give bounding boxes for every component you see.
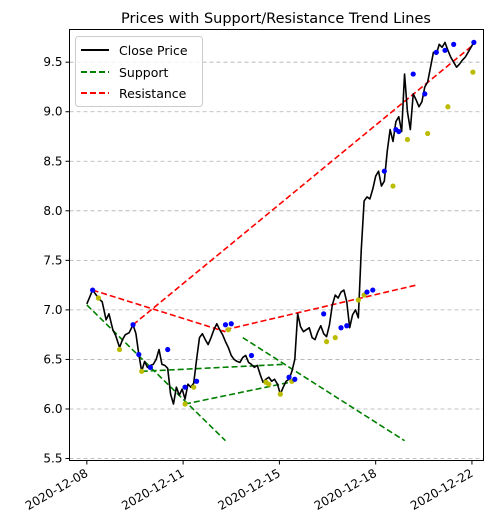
peak-marker — [292, 376, 298, 382]
peak-marker — [130, 322, 136, 328]
peak-marker — [442, 47, 448, 53]
close-price-series — [86, 41, 475, 405]
legend-resistance-label: Resistance — [119, 86, 187, 101]
y-tick-label: 6.5 — [43, 352, 62, 366]
support-trend-line — [86, 304, 227, 442]
resistance-trend-line — [92, 289, 226, 333]
x-tick-label: 2020-12-15 — [215, 466, 282, 513]
trough-marker — [277, 391, 283, 397]
x-tick-label: 2020-12-08 — [23, 466, 90, 513]
legend-box — [75, 36, 203, 107]
peak-marker — [286, 374, 292, 380]
peak-marker — [182, 384, 188, 390]
legend-support-label: Support — [119, 65, 169, 80]
trough-marker — [332, 335, 338, 341]
y-tick-label: 5.5 — [43, 452, 62, 466]
peak-marker — [136, 351, 142, 358]
trough-marker — [225, 327, 231, 333]
trend-lines — [86, 43, 475, 442]
peak-marker — [364, 289, 370, 295]
trough-marker — [116, 346, 123, 353]
trough-marker — [355, 297, 361, 303]
support-trend-line — [141, 363, 284, 373]
y-tick-label: 8.0 — [43, 204, 62, 218]
trough-marker — [266, 381, 272, 387]
peak-marker — [228, 321, 234, 327]
y-tick-label: 9.5 — [43, 55, 62, 69]
y-tick-label: 8.5 — [43, 154, 62, 168]
peak-marker — [147, 364, 153, 370]
peak-marker — [410, 71, 416, 77]
y-gridlines — [69, 61, 484, 459]
resistance-trend-line — [225, 284, 417, 331]
support-trend-line — [242, 336, 405, 442]
trough-marker — [95, 295, 101, 301]
trough-marker — [323, 339, 330, 345]
y-axis-ticks: 5.5 6.0 6.5 7.0 7.5 8.0 8.5 9.0 9.5 — [43, 55, 70, 466]
trough-marker — [390, 183, 396, 189]
trough-marker — [191, 384, 197, 390]
peak-marker — [321, 311, 327, 317]
x-axis-ticks: 2020-12-08 2020-12-11 2020-12-15 2020-12-18… — [23, 460, 475, 513]
y-tick-label: 6.0 — [43, 402, 62, 416]
peak-marker — [165, 346, 171, 353]
peak-marker — [433, 49, 439, 55]
peak-marker — [222, 322, 229, 328]
peak-marker — [381, 168, 387, 174]
peak-marker — [370, 287, 376, 293]
peak-marker — [471, 39, 477, 45]
plot-area-frame — [69, 29, 484, 461]
trough-marker — [182, 401, 188, 407]
y-tick-label: 7.5 — [43, 253, 62, 267]
peak-marker — [90, 287, 96, 293]
trough-marker — [470, 69, 476, 75]
trough-marker — [139, 368, 145, 374]
peak-marker — [338, 325, 344, 331]
x-tick-label: 2020-12-11 — [119, 466, 186, 513]
close-price-line — [86, 41, 475, 405]
chart-title: Prices with Support/Resistance Trend Lin… — [121, 11, 431, 27]
legend-close-price-label: Close Price — [119, 43, 188, 58]
x-tick-label: 2020-12-18 — [312, 466, 379, 513]
peak-marker — [344, 323, 350, 329]
peak-trough-markers — [90, 39, 477, 407]
peak-marker — [193, 378, 200, 384]
y-tick-label: 9.0 — [43, 105, 62, 119]
x-tick-label: 2020-12-22 — [408, 466, 475, 513]
y-tick-label: 7.0 — [43, 303, 62, 317]
legend: Close Price Support Resistance — [75, 36, 203, 107]
trough-marker — [404, 136, 411, 143]
peak-marker — [248, 352, 255, 359]
peak-marker — [422, 91, 428, 97]
peak-marker — [396, 128, 402, 135]
peak-marker — [451, 41, 457, 47]
trough-marker — [445, 104, 451, 110]
resistance-trend-line — [132, 43, 475, 326]
trough-marker — [425, 130, 431, 137]
support-trend-line — [184, 380, 295, 405]
